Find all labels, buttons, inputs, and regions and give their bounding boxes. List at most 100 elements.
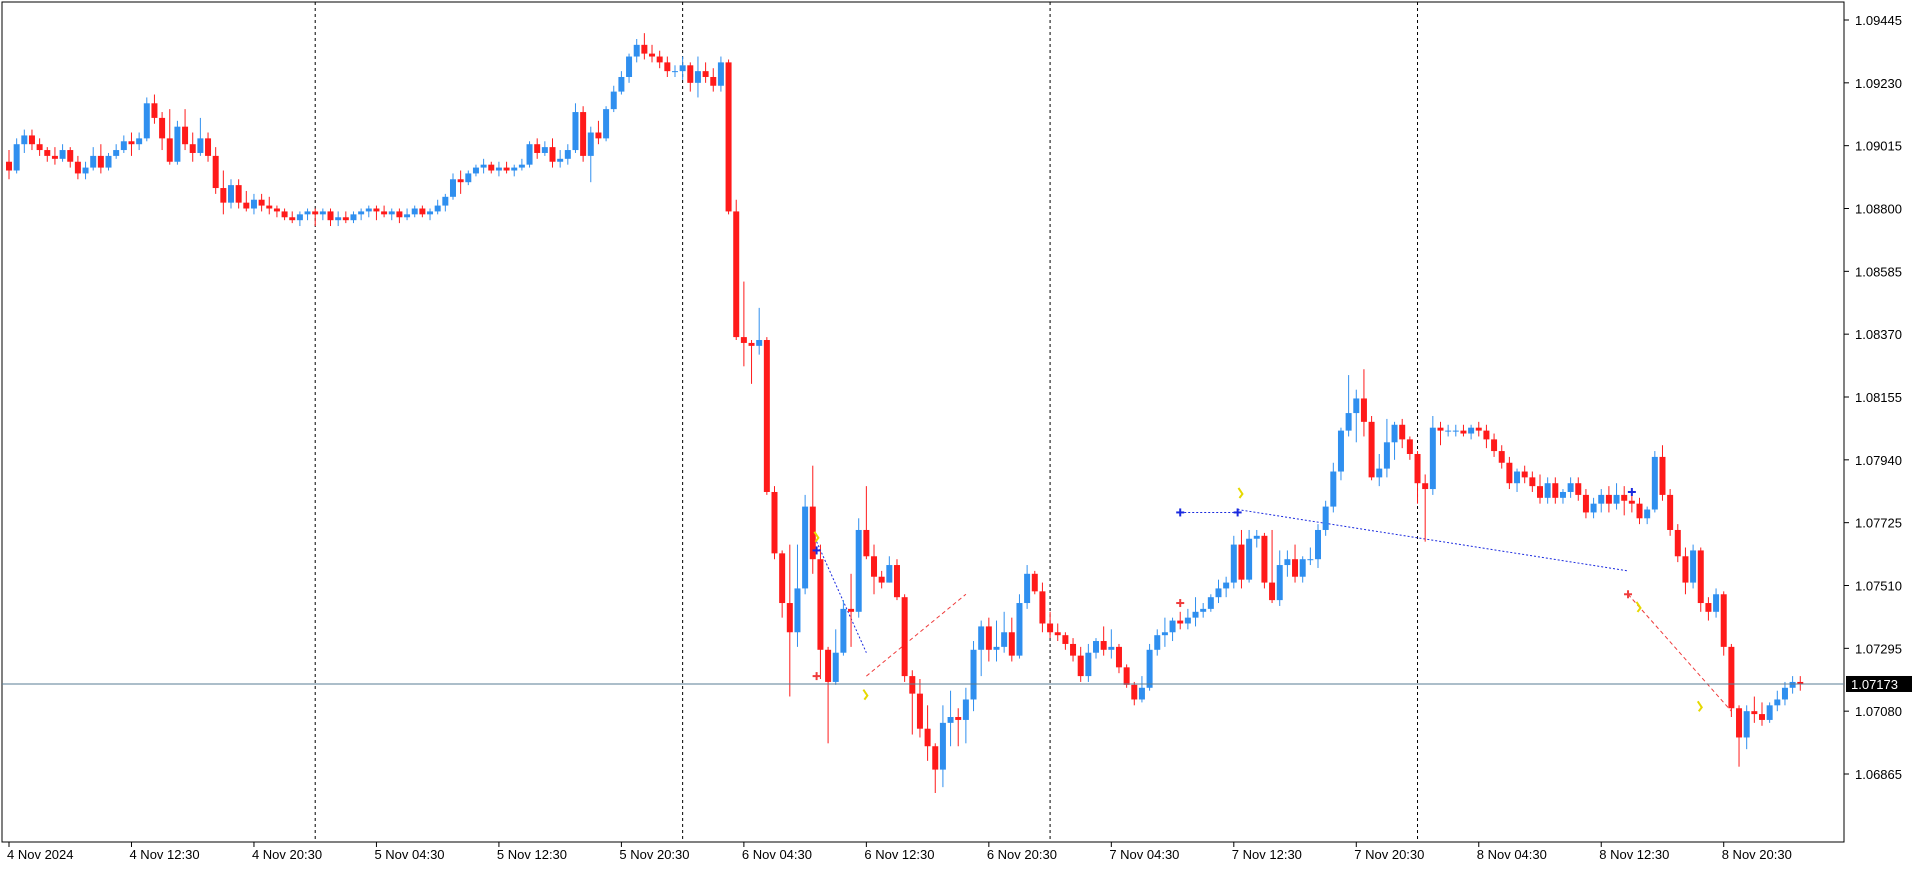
candle[interactable] <box>641 33 648 60</box>
candle[interactable] <box>863 486 870 560</box>
candle[interactable] <box>1391 421 1398 460</box>
candle[interactable] <box>472 164 479 177</box>
candle[interactable] <box>1682 547 1689 595</box>
candle[interactable] <box>1720 591 1727 656</box>
candle[interactable] <box>771 486 778 560</box>
candle[interactable] <box>786 544 793 697</box>
candle[interactable] <box>985 617 992 662</box>
candle[interactable] <box>1789 676 1796 694</box>
candle[interactable] <box>1353 389 1360 443</box>
candle[interactable] <box>779 550 786 618</box>
candle[interactable] <box>503 161 510 174</box>
candle[interactable] <box>312 208 319 227</box>
candle[interactable] <box>159 112 166 151</box>
candle[interactable] <box>1667 489 1674 536</box>
candle[interactable] <box>373 205 380 221</box>
candle[interactable] <box>1169 617 1176 642</box>
candle[interactable] <box>120 135 127 153</box>
candle[interactable] <box>1475 421 1482 437</box>
candle[interactable] <box>319 208 326 221</box>
candle[interactable] <box>649 44 656 63</box>
candle[interactable] <box>939 705 946 788</box>
candle[interactable] <box>618 71 625 95</box>
candle[interactable] <box>1690 544 1697 589</box>
candle[interactable] <box>1582 489 1589 519</box>
candle[interactable] <box>1429 415 1436 495</box>
candle[interactable] <box>136 132 143 151</box>
candle[interactable] <box>1062 632 1069 650</box>
candle[interactable] <box>1070 638 1077 662</box>
candle[interactable] <box>44 147 51 162</box>
candle[interactable] <box>381 205 388 218</box>
candle[interactable] <box>197 117 204 156</box>
candle[interactable] <box>1307 547 1314 566</box>
candle[interactable] <box>886 556 893 583</box>
candle[interactable] <box>143 97 150 142</box>
candle[interactable] <box>855 518 862 618</box>
candles[interactable] <box>6 33 1804 793</box>
candle[interactable] <box>1131 681 1138 706</box>
candle[interactable] <box>580 106 587 162</box>
time-axis[interactable]: 4 Nov 2024 4 Nov 12:30 4 Nov 20:30 5 Nov 04… <box>7 842 1792 862</box>
candle[interactable] <box>1697 547 1704 612</box>
candle[interactable] <box>1437 421 1444 446</box>
candle[interactable] <box>1728 643 1735 718</box>
candle[interactable] <box>1445 424 1452 437</box>
candle[interactable] <box>549 138 556 168</box>
candle[interactable] <box>1406 436 1413 460</box>
candle[interactable] <box>595 120 602 145</box>
candle[interactable] <box>1146 643 1153 691</box>
candle[interactable] <box>1161 617 1168 647</box>
candle[interactable] <box>1108 629 1115 659</box>
candle[interactable] <box>151 94 158 124</box>
candle[interactable] <box>1605 486 1612 513</box>
candle[interactable] <box>212 147 219 194</box>
candle[interactable] <box>1138 676 1145 703</box>
candle[interactable] <box>488 161 495 174</box>
candle[interactable] <box>296 211 303 227</box>
candle[interactable] <box>710 68 717 92</box>
candle[interactable] <box>1093 638 1100 659</box>
candle[interactable] <box>266 196 273 215</box>
candle[interactable] <box>572 103 579 153</box>
candle[interactable] <box>304 208 311 221</box>
candle[interactable] <box>465 170 472 186</box>
candle[interactable] <box>1766 702 1773 723</box>
candle[interactable] <box>220 170 227 215</box>
candle[interactable] <box>1154 629 1161 656</box>
candle[interactable] <box>457 170 464 194</box>
candle[interactable] <box>1077 646 1084 682</box>
candle[interactable] <box>36 138 43 156</box>
candle[interactable] <box>1085 643 1092 682</box>
candle[interactable] <box>1330 462 1337 513</box>
candle[interactable] <box>1322 500 1329 536</box>
candle[interactable] <box>817 544 824 680</box>
candle[interactable] <box>1537 474 1543 504</box>
candle[interactable] <box>1621 486 1628 516</box>
candle[interactable] <box>174 120 181 165</box>
candle[interactable] <box>1177 611 1184 630</box>
candle[interactable] <box>243 190 250 212</box>
candle[interactable] <box>1315 524 1322 568</box>
candle[interactable] <box>1223 576 1230 598</box>
candle[interactable] <box>1269 529 1276 604</box>
candle[interactable] <box>335 211 342 227</box>
candle[interactable] <box>1575 477 1582 501</box>
candle[interactable] <box>1521 465 1528 484</box>
candle[interactable] <box>1498 445 1505 469</box>
candle[interactable] <box>748 340 755 384</box>
candle[interactable] <box>250 193 257 215</box>
candle[interactable] <box>825 646 832 744</box>
candle[interactable] <box>427 208 434 221</box>
candle[interactable] <box>342 211 349 224</box>
candle[interactable] <box>932 743 939 793</box>
candle[interactable] <box>603 106 610 142</box>
candle[interactable] <box>1751 696 1758 723</box>
candle[interactable] <box>1529 471 1536 492</box>
candle[interactable] <box>924 705 931 761</box>
candle[interactable] <box>763 337 770 495</box>
candle[interactable] <box>189 132 196 162</box>
candle[interactable] <box>1100 626 1107 656</box>
